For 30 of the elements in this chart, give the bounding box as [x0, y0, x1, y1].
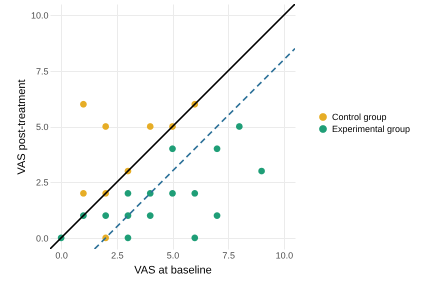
- point: [102, 212, 110, 219]
- x-tick-label: 7.5: [222, 250, 235, 260]
- point: [214, 212, 220, 219]
- point: [236, 123, 243, 130]
- y-tick-label: 0.0: [36, 233, 48, 244]
- point: [191, 190, 198, 197]
- x-tick-label: 10.0: [276, 250, 294, 260]
- y-axis-title: VAS post-treatment: [16, 79, 28, 175]
- y-tick-label: 7.5: [36, 66, 48, 76]
- point: [102, 123, 110, 130]
- point: [258, 168, 265, 174]
- point: [169, 145, 176, 152]
- point: [169, 190, 176, 197]
- point: [146, 123, 154, 130]
- y-tick-label: 10.0: [30, 10, 48, 21]
- legend-label: Experimental group: [332, 124, 410, 134]
- y-tick-label: 5.0: [36, 122, 48, 132]
- y-tick-label: 2.5: [36, 178, 48, 188]
- legend-label: Control group: [332, 112, 387, 122]
- x-tick-label: 0.0: [55, 250, 68, 260]
- x-tick-label: 2.5: [111, 250, 124, 260]
- x-axis-title: VAS at baseline: [134, 264, 212, 276]
- point: [80, 190, 87, 197]
- point: [124, 190, 132, 197]
- point: [80, 100, 87, 108]
- x-tick-label: 5.0: [166, 250, 180, 260]
- point: [191, 234, 198, 242]
- point: [146, 212, 154, 219]
- point: [214, 145, 220, 152]
- point: [124, 234, 132, 242]
